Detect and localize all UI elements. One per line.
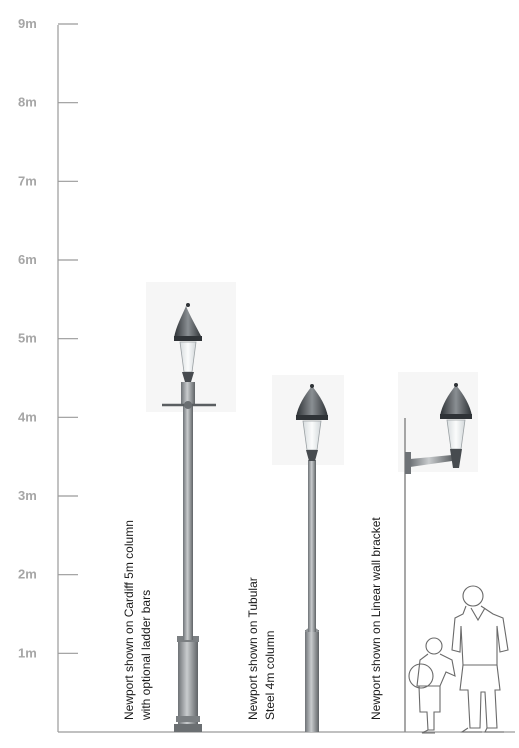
scale-label-4m: 4m	[18, 409, 37, 424]
tubular-base	[305, 630, 319, 732]
tubular-shaft	[308, 460, 316, 632]
cardiff-lantern	[174, 303, 202, 382]
scale-ticks	[58, 23, 78, 654]
scale-label-6m: 6m	[18, 252, 37, 267]
tubular-column	[296, 384, 328, 732]
cardiff-shaft	[183, 400, 193, 640]
scale-label-9m: 9m	[18, 16, 37, 31]
caption-cardiff-line2: with optional ladder bars	[139, 590, 153, 721]
caption-tubular-line2: Steel 4m column	[263, 631, 277, 720]
caption-wall-line1: Newport shown on Linear wall bracket	[369, 517, 383, 720]
scale-label-1m: 1m	[18, 645, 37, 660]
adult-figure	[451, 585, 509, 733]
cardiff-base	[178, 640, 198, 732]
cardiff-column	[162, 303, 216, 732]
height-scale: 1m 2m 3m 4m 5m 6m 7m 8m 9m	[18, 16, 515, 733]
wall-lantern	[440, 383, 472, 468]
scale-label-7m: 7m	[18, 173, 37, 188]
caption-cardiff-line1: Newport shown on Cardiff 5m column	[122, 520, 136, 720]
tubular-lantern	[296, 384, 328, 461]
wall-plate	[405, 452, 411, 474]
scale-label-5m: 5m	[18, 331, 37, 346]
wall-bracket-assembly	[404, 383, 472, 732]
scale-labels: 1m 2m 3m 4m 5m 6m 7m 8m 9m	[18, 16, 37, 660]
child-figure	[408, 637, 456, 734]
scale-label-8m: 8m	[18, 95, 37, 110]
caption-tubular-line1: Newport shown on Tubular	[246, 577, 260, 720]
ball-icon	[408, 663, 434, 689]
wall-arm	[410, 455, 452, 467]
scale-label-3m: 3m	[18, 488, 37, 503]
scale-label-2m: 2m	[18, 567, 37, 582]
